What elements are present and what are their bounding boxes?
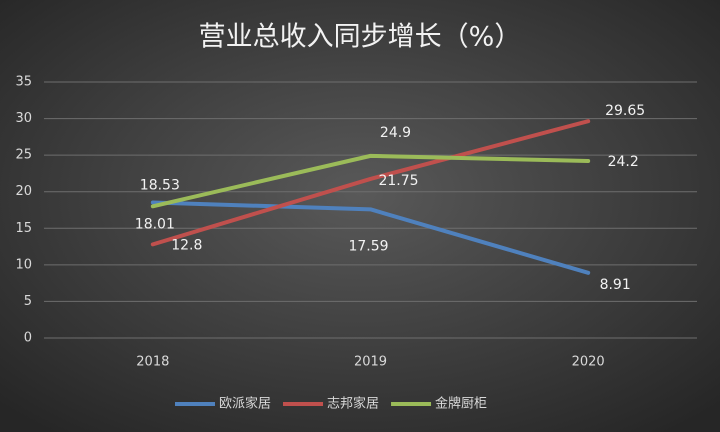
y-tick-label: 30	[15, 111, 32, 126]
y-tick-label: 35	[15, 75, 32, 90]
y-tick-label: 25	[15, 148, 32, 163]
data-label: 18.53	[140, 177, 180, 193]
data-label: 21.75	[378, 173, 418, 189]
legend-label: 金牌厨柜	[435, 396, 487, 412]
legend-label: 志邦家居	[327, 396, 379, 412]
data-label: 29.65	[605, 103, 645, 119]
data-label: 24.2	[608, 154, 639, 170]
line	[150, 119, 591, 247]
legend-label: 欧派家居	[219, 396, 271, 412]
data-label: 8.91	[600, 277, 631, 293]
data-label: 12.8	[171, 237, 202, 253]
data-label: 24.9	[380, 125, 411, 141]
y-tick-label: 5	[24, 294, 32, 309]
y-tick-label: 0	[24, 331, 32, 346]
data-label: 18.01	[135, 216, 175, 232]
chart-title: 营业总收入同步增长（%）	[199, 22, 522, 53]
y-tick-label: 20	[15, 184, 32, 199]
y-tick-label: 15	[15, 221, 32, 236]
line	[150, 153, 591, 209]
x-tick-label: 2019	[354, 355, 387, 370]
x-tick-label: 2020	[572, 355, 605, 370]
line	[150, 200, 591, 275]
y-tick-label: 10	[15, 257, 32, 272]
data-label: 17.59	[348, 238, 388, 254]
x-tick-label: 2018	[136, 355, 169, 370]
